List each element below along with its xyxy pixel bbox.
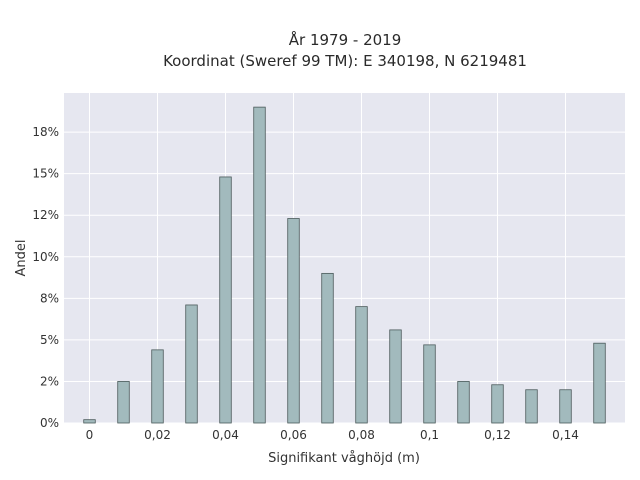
- y-tick-label: 18%: [32, 125, 59, 139]
- x-axis-label: Signifikant våghöjd (m): [268, 451, 420, 466]
- histogram-bar: [389, 329, 402, 424]
- x-tick-label: 0,06: [280, 428, 307, 442]
- plot-area: [64, 93, 625, 423]
- histogram-bar: [593, 342, 606, 424]
- y-tick-label: 12%: [32, 208, 59, 222]
- y-tick-label: 0%: [40, 416, 59, 430]
- histogram-bar: [525, 389, 538, 424]
- bars: [83, 106, 606, 424]
- y-tick-label: 10%: [32, 250, 59, 264]
- x-tick-label: 0,04: [212, 428, 239, 442]
- histogram-bar: [491, 384, 504, 424]
- histogram-bar: [83, 419, 96, 424]
- chart-subtitle: Koordinat (Sweref 99 TM): E 340198, N 62…: [163, 52, 527, 70]
- x-tick-label: 0,1: [420, 428, 439, 442]
- x-tick-label: 0,14: [552, 428, 579, 442]
- y-axis-ticks: 0% 2% 5% 8% 10% 12% 15% 18%: [32, 125, 59, 430]
- y-axis-label: Andel: [14, 240, 29, 277]
- y-tick-label: 8%: [40, 291, 59, 305]
- x-tick-label: 0,08: [348, 428, 375, 442]
- y-tick-label: 2%: [40, 374, 59, 388]
- x-tick-label: 0,02: [144, 428, 171, 442]
- histogram-bar: [355, 306, 368, 424]
- histogram-bar: [321, 272, 334, 424]
- x-tick-label: 0,12: [484, 428, 511, 442]
- histogram-bar: [253, 106, 266, 424]
- histogram-bar: [457, 381, 470, 424]
- y-tick-label: 15%: [32, 167, 59, 181]
- x-tick-label: 0: [86, 428, 94, 442]
- histogram-bar: [117, 381, 130, 424]
- x-axis-ticks: 0 0,02 0,04 0,06 0,08 0,1 0,12 0,14: [86, 428, 579, 442]
- histogram-bar: [423, 344, 436, 424]
- histogram-bar: [219, 176, 232, 424]
- histogram-bar: [185, 304, 198, 424]
- chart-title: År 1979 - 2019: [289, 30, 402, 49]
- y-tick-label: 5%: [40, 333, 59, 347]
- histogram-bar: [559, 389, 572, 424]
- histogram-bar: [151, 349, 164, 424]
- histogram-bar: [287, 218, 300, 424]
